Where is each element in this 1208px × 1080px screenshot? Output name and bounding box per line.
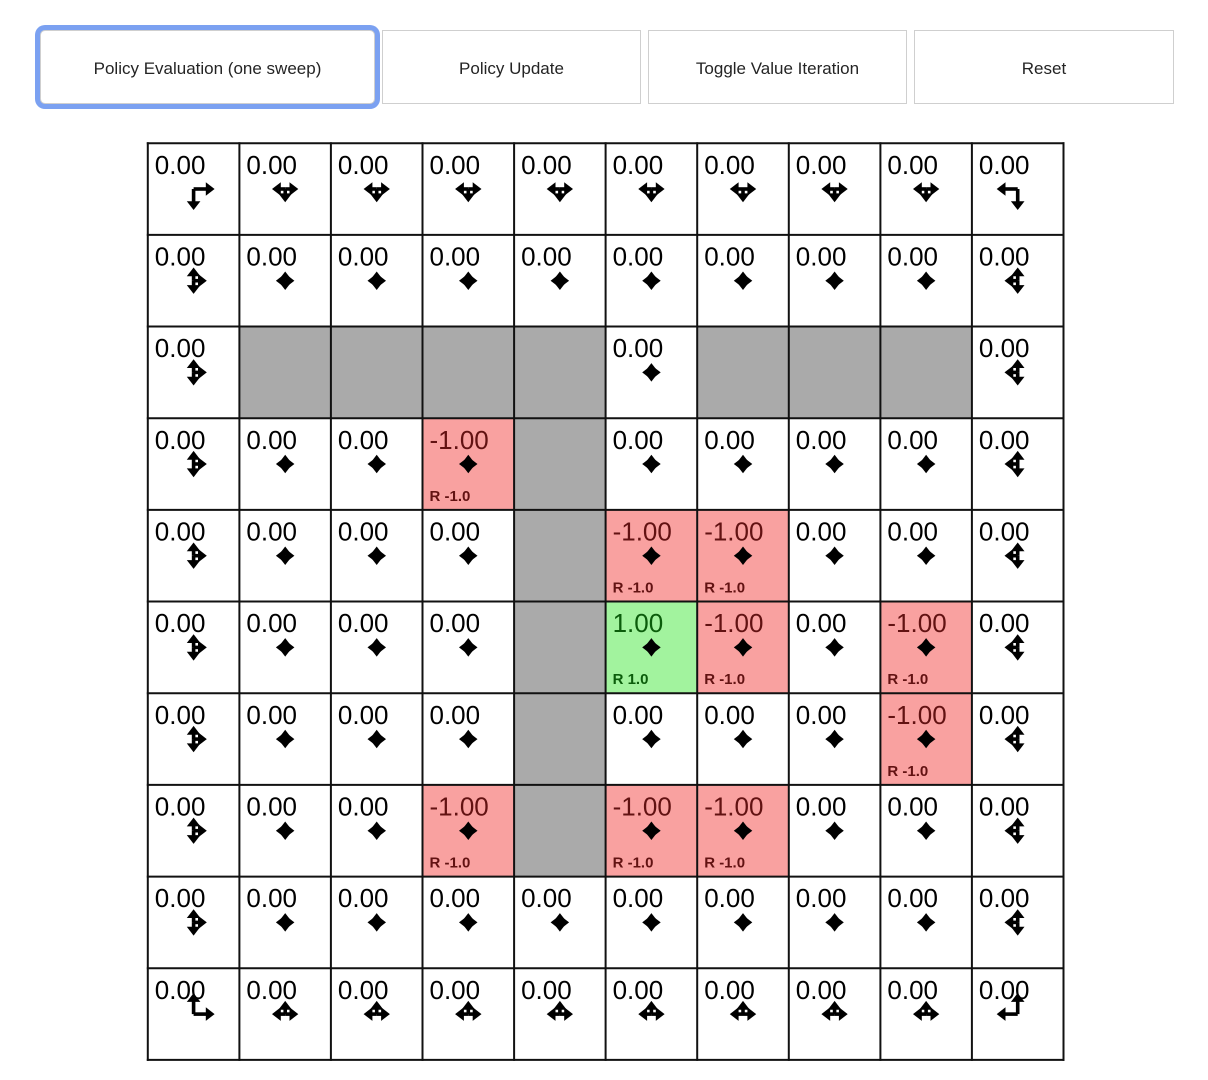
svg-text:0.00: 0.00	[796, 883, 847, 913]
svg-text:0.00: 0.00	[338, 608, 389, 638]
svg-text:0.00: 0.00	[246, 975, 297, 1005]
svg-text:0.00: 0.00	[613, 700, 664, 730]
svg-text:0.00: 0.00	[613, 333, 664, 363]
svg-text:R -1.0: R -1.0	[704, 855, 745, 872]
svg-text:R 1.0: R 1.0	[613, 671, 649, 688]
svg-text:0.00: 0.00	[979, 608, 1030, 638]
svg-text:0.00: 0.00	[155, 700, 206, 730]
svg-text:0.00: 0.00	[521, 242, 572, 272]
svg-text:0.00: 0.00	[246, 425, 297, 455]
svg-text:-1.00: -1.00	[704, 608, 763, 638]
svg-text:0.00: 0.00	[979, 150, 1030, 180]
svg-text:0.00: 0.00	[246, 700, 297, 730]
svg-text:-1.00: -1.00	[430, 425, 489, 455]
svg-text:0.00: 0.00	[430, 517, 481, 547]
svg-text:0.00: 0.00	[796, 608, 847, 638]
svg-text:R -1.0: R -1.0	[887, 763, 928, 780]
svg-text:0.00: 0.00	[430, 883, 481, 913]
svg-text:0.00: 0.00	[155, 150, 206, 180]
svg-text:0.00: 0.00	[796, 700, 847, 730]
svg-text:-1.00: -1.00	[887, 700, 946, 730]
svg-text:0.00: 0.00	[887, 517, 938, 547]
svg-text:0.00: 0.00	[155, 608, 206, 638]
svg-text:0.00: 0.00	[246, 883, 297, 913]
svg-text:0.00: 0.00	[704, 242, 755, 272]
svg-text:0.00: 0.00	[704, 150, 755, 180]
svg-text:0.00: 0.00	[613, 975, 664, 1005]
svg-text:0.00: 0.00	[155, 792, 206, 822]
svg-text:0.00: 0.00	[704, 700, 755, 730]
svg-text:0.00: 0.00	[796, 792, 847, 822]
svg-text:0.00: 0.00	[155, 883, 206, 913]
svg-text:0.00: 0.00	[704, 883, 755, 913]
svg-text:0.00: 0.00	[246, 517, 297, 547]
svg-text:0.00: 0.00	[796, 425, 847, 455]
svg-text:R -1.0: R -1.0	[430, 488, 471, 505]
svg-text:0.00: 0.00	[521, 975, 572, 1005]
svg-text:-1.00: -1.00	[613, 792, 672, 822]
svg-text:0.00: 0.00	[887, 242, 938, 272]
svg-text:0.00: 0.00	[521, 883, 572, 913]
svg-text:0.00: 0.00	[430, 150, 481, 180]
svg-text:0.00: 0.00	[338, 883, 389, 913]
svg-text:0.00: 0.00	[887, 792, 938, 822]
svg-text:R -1.0: R -1.0	[613, 855, 654, 872]
svg-text:0.00: 0.00	[887, 975, 938, 1005]
svg-text:0.00: 0.00	[796, 517, 847, 547]
svg-text:R -1.0: R -1.0	[704, 671, 745, 688]
svg-text:0.00: 0.00	[430, 700, 481, 730]
svg-text:0.00: 0.00	[338, 975, 389, 1005]
svg-text:-1.00: -1.00	[887, 608, 946, 638]
svg-text:0.00: 0.00	[338, 150, 389, 180]
svg-text:0.00: 0.00	[979, 242, 1030, 272]
svg-text:R -1.0: R -1.0	[430, 855, 471, 872]
svg-text:0.00: 0.00	[796, 975, 847, 1005]
svg-text:R -1.0: R -1.0	[613, 580, 654, 597]
svg-text:0.00: 0.00	[521, 150, 572, 180]
svg-text:0.00: 0.00	[704, 975, 755, 1005]
svg-text:0.00: 0.00	[430, 608, 481, 638]
svg-text:0.00: 0.00	[887, 425, 938, 455]
svg-text:0.00: 0.00	[155, 242, 206, 272]
svg-text:R -1.0: R -1.0	[887, 671, 928, 688]
svg-text:0.00: 0.00	[246, 150, 297, 180]
svg-text:0.00: 0.00	[338, 242, 389, 272]
svg-text:0.00: 0.00	[155, 517, 206, 547]
svg-text:0.00: 0.00	[979, 792, 1030, 822]
svg-text:0.00: 0.00	[979, 425, 1030, 455]
svg-text:1.00: 1.00	[613, 608, 664, 638]
svg-text:0.00: 0.00	[887, 150, 938, 180]
svg-text:R -1.0: R -1.0	[704, 580, 745, 597]
svg-text:0.00: 0.00	[338, 517, 389, 547]
svg-text:0.00: 0.00	[796, 242, 847, 272]
svg-text:-1.00: -1.00	[704, 792, 763, 822]
svg-text:0.00: 0.00	[155, 425, 206, 455]
svg-text:0.00: 0.00	[246, 242, 297, 272]
svg-text:0.00: 0.00	[338, 792, 389, 822]
svg-text:0.00: 0.00	[979, 333, 1030, 363]
svg-text:0.00: 0.00	[246, 792, 297, 822]
svg-text:0.00: 0.00	[887, 883, 938, 913]
svg-text:0.00: 0.00	[979, 883, 1030, 913]
svg-text:0.00: 0.00	[796, 150, 847, 180]
svg-text:-1.00: -1.00	[613, 517, 672, 547]
svg-text:0.00: 0.00	[155, 333, 206, 363]
svg-text:0.00: 0.00	[613, 425, 664, 455]
svg-text:0.00: 0.00	[979, 517, 1030, 547]
svg-text:0.00: 0.00	[430, 975, 481, 1005]
svg-text:-1.00: -1.00	[430, 792, 489, 822]
svg-text:0.00: 0.00	[613, 242, 664, 272]
svg-text:0.00: 0.00	[613, 883, 664, 913]
svg-text:0.00: 0.00	[338, 425, 389, 455]
svg-text:0.00: 0.00	[338, 700, 389, 730]
svg-text:-1.00: -1.00	[704, 517, 763, 547]
svg-text:0.00: 0.00	[430, 242, 481, 272]
svg-text:0.00: 0.00	[704, 425, 755, 455]
svg-text:0.00: 0.00	[979, 700, 1030, 730]
svg-text:0.00: 0.00	[613, 150, 664, 180]
svg-text:0.00: 0.00	[246, 608, 297, 638]
